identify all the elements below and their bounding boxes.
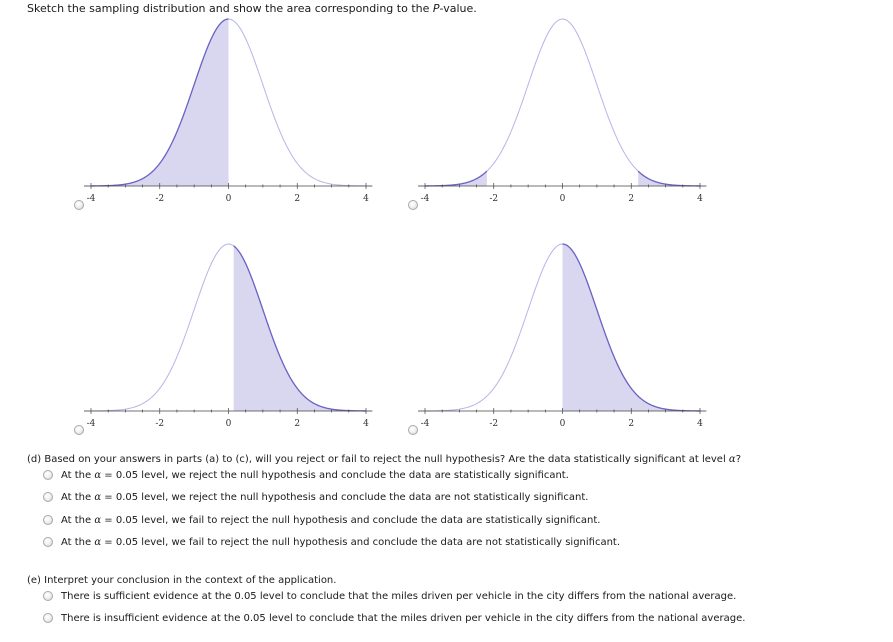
normal-curve [84, 243, 373, 412]
radio-button[interactable] [43, 591, 53, 601]
tick-label: 0 [560, 419, 566, 429]
option-label-rest: = 0.05 level, we fail to reject the null… [101, 515, 601, 526]
part-e-question: (e) Interpret your conclusion in the con… [27, 575, 337, 586]
alpha-symbol: α [94, 515, 102, 526]
tick-label: 4 [697, 194, 703, 204]
option-label: At the α = 0.05 level, we fail to reject… [61, 514, 600, 527]
graph-option-radio[interactable] [408, 425, 418, 435]
part-d-question: (d) Based on your answers in parts (a) t… [27, 453, 741, 466]
option-label: At the α = 0.05 level, we fail to reject… [61, 536, 620, 549]
tick-label: 4 [363, 194, 369, 204]
alpha-symbol: α [94, 537, 102, 548]
tick-label: 2 [294, 419, 300, 429]
prompt-text-part: -value. [439, 2, 477, 15]
radio-button[interactable] [43, 537, 53, 547]
normal-curve-graph: -4 -2 0 2 4 [418, 243, 707, 429]
option-label-rest: = 0.05 level, we reject the null hypothe… [101, 470, 569, 481]
part-d-question-text: (d) Based on your answers in parts (a) t… [27, 454, 729, 465]
option-label: At the α = 0.05 level, we reject the nul… [61, 491, 588, 504]
prompt-text: Sketch the sampling distribution and sho… [27, 2, 477, 16]
graph-option-radio[interactable] [74, 425, 84, 435]
tick-label: -4 [421, 419, 430, 429]
tick-label: -2 [489, 419, 498, 429]
tick-label: -4 [87, 194, 96, 204]
shaded-curve-edge [562, 243, 700, 412]
tick-label: 0 [226, 194, 232, 204]
tick-label: 0 [226, 419, 232, 429]
normal-curve-graph: -4 -2 0 2 4 [418, 18, 707, 204]
normal-curve-graph: -4 -2 0 2 4 [84, 243, 373, 429]
tick-label: 2 [628, 194, 634, 204]
alpha-symbol: α [94, 470, 102, 481]
option-label-prefix: At the [61, 470, 95, 481]
alpha-symbol: α [94, 492, 102, 503]
graph-option-radio[interactable] [408, 200, 418, 210]
option-label: At the α = 0.05 level, we reject the nul… [61, 469, 569, 482]
tick-label: -4 [87, 419, 96, 429]
shaded-region [425, 171, 487, 186]
radio-button[interactable] [43, 492, 53, 502]
normal-curve-graph: -4 -2 0 2 4 [84, 18, 373, 204]
alpha-symbol: α [728, 454, 736, 465]
shaded-region [91, 19, 229, 186]
radio-button[interactable] [43, 470, 53, 480]
option-label: There is insufficient evidence at the 0.… [61, 613, 746, 624]
option-label-rest: = 0.05 level, we fail to reject the null… [101, 537, 621, 548]
prompt-text-part: Sketch the sampling distribution and sho… [27, 2, 433, 15]
p-symbol: P [432, 2, 440, 15]
shaded-region [233, 245, 366, 411]
tick-label: -2 [155, 194, 164, 204]
radio-button[interactable] [43, 515, 53, 525]
option-label-rest: = 0.05 level, we reject the null hypothe… [101, 492, 589, 503]
option-label-prefix: At the [61, 492, 95, 503]
tick-label: -2 [155, 419, 164, 429]
graph-option-radio[interactable] [74, 200, 84, 210]
shaded-region [638, 171, 700, 186]
shaded-region [562, 244, 700, 411]
tick-label: 2 [294, 194, 300, 204]
shaded-curve-edge [91, 18, 229, 187]
part-d-question-text: ? [735, 454, 741, 465]
tick-label: 4 [363, 419, 369, 429]
tick-label: 4 [697, 419, 703, 429]
tick-label: 0 [560, 194, 566, 204]
normal-curve [418, 18, 707, 187]
tick-label: -2 [489, 194, 498, 204]
tick-label: 2 [628, 419, 634, 429]
radio-button[interactable] [43, 613, 53, 623]
option-label: There is sufficient evidence at the 0.05… [61, 591, 737, 602]
tick-label: -4 [421, 194, 430, 204]
shaded-curve-edge [233, 245, 366, 412]
option-label-prefix: At the [61, 537, 95, 548]
option-label-prefix: At the [61, 515, 95, 526]
